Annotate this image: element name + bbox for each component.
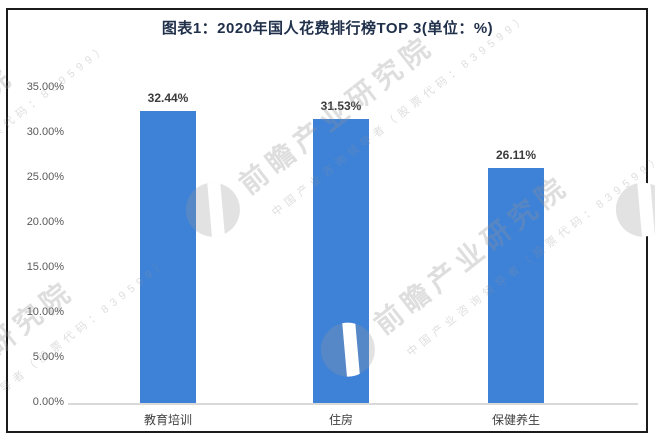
bar-教育培训 [140, 111, 196, 403]
x-axis-category-label: 住房 [328, 413, 353, 427]
bar-住房 [313, 119, 369, 403]
y-axis-tick-label: 15.00% [26, 261, 64, 273]
y-axis-tick-label: 20.00% [26, 216, 64, 228]
bar-保健养生 [488, 168, 544, 403]
bar-value-label: 32.44% [147, 91, 189, 106]
x-axis-category-label: 保健养生 [491, 413, 540, 427]
chart-title: 图表1：2020年国人花费排行榜TOP 3(单位：%) [161, 20, 494, 37]
y-axis-tick-label: 0.00% [32, 396, 64, 408]
bar-value-label: 26.11% [495, 148, 537, 162]
watermark-tile: 前瞻产业研究院 中国产业咨询领导者（股票代码：839599） [0, 0, 112, 294]
y-axis-tick-label: 5.00% [32, 351, 64, 363]
y-axis-tick-label: 35.00% [26, 81, 64, 93]
y-axis-tick-label: 25.00% [26, 171, 64, 183]
watermark-tile: 前瞻产业研究院 中国产业咨询领导者（股票代码：839599） [605, 0, 655, 264]
x-axis-line [68, 403, 638, 405]
y-axis-tick-label: 30.00% [26, 126, 64, 138]
y-axis-tick-label: 10.00% [26, 306, 64, 318]
watermark-name: 前瞻产业研究院 [368, 169, 576, 341]
qianzhan-logo-icon [605, 171, 655, 248]
bar-value-label: 31.53% [320, 99, 362, 114]
x-axis-category-label: 教育培训 [143, 413, 192, 427]
